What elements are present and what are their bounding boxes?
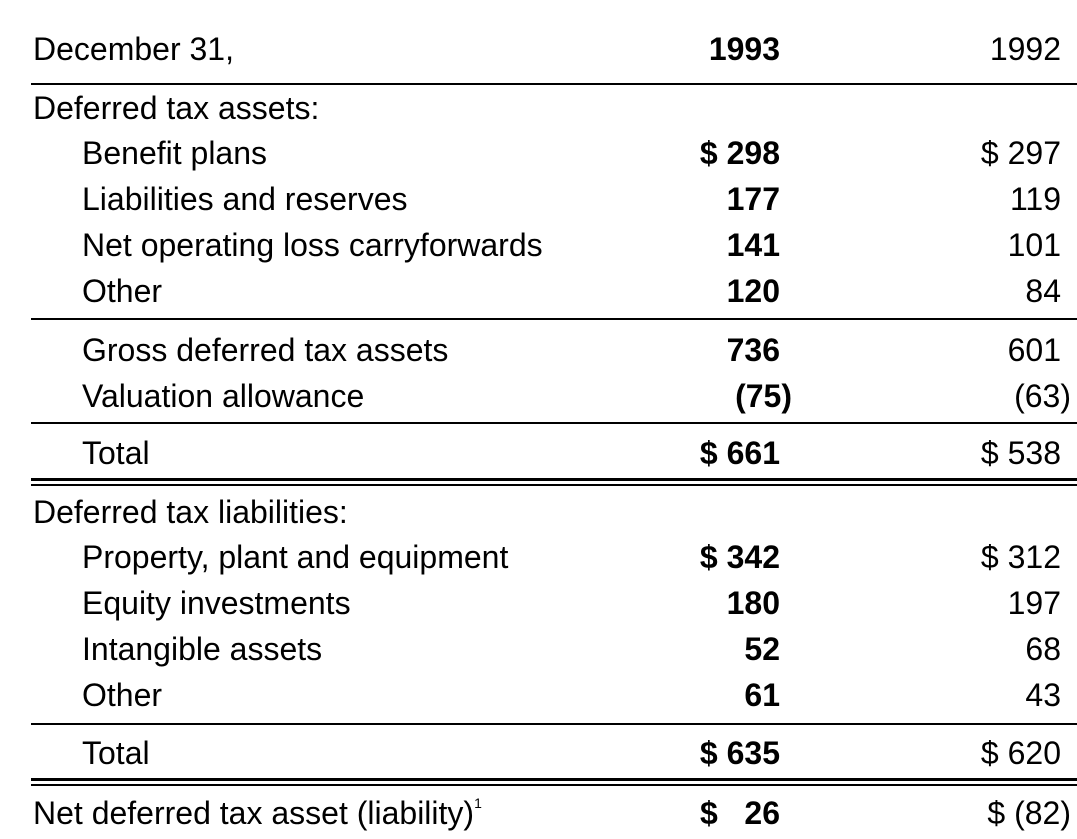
subtotal-rule <box>31 318 1077 320</box>
value-1992: $ 297 <box>980 135 1061 171</box>
value-1993: 52 <box>744 631 780 667</box>
header-1993: 1993 <box>708 31 780 67</box>
footnote-marker: 1 <box>474 795 482 811</box>
table-row: Other 61 43 <box>0 672 1077 718</box>
value-1992: 43 <box>1025 677 1061 713</box>
table-row: Liabilities and reserves 177 119 <box>0 176 1077 222</box>
value-1993: 141 <box>726 227 780 263</box>
value-1992: 119 <box>1009 181 1061 217</box>
table-row: Property, plant and equipment $ 342 $ 31… <box>0 534 1077 580</box>
assets-heading-row: Deferred tax assets: <box>0 85 1077 131</box>
net-row: Net deferred tax asset (liability)1 $ 26… <box>0 790 1077 836</box>
net-label: Net deferred tax asset (liability)1 <box>33 790 482 836</box>
liabilities-total-label: Total <box>82 735 150 771</box>
valuation-1993: (75) <box>735 378 792 414</box>
total-double-rule-upper <box>31 478 1077 481</box>
assets-total-label: Total <box>82 435 150 471</box>
table-row: Intangible assets 52 68 <box>0 626 1077 672</box>
row-label: Other <box>82 677 163 713</box>
assets-heading: Deferred tax assets: <box>33 90 320 126</box>
row-label: Equity investments <box>82 585 351 621</box>
liabilities-subtotal-rule <box>31 723 1077 725</box>
assets-total-1993: $ 661 <box>699 435 780 471</box>
liabilities-total-1992: $ 620 <box>980 735 1061 771</box>
header-1992: 1992 <box>989 31 1061 67</box>
liabilities-double-rule-upper <box>31 778 1077 781</box>
table-row: Net operating loss carryforwards 141 101 <box>0 222 1077 268</box>
total-top-rule <box>31 422 1077 424</box>
table-row: Other 120 84 <box>0 268 1077 314</box>
header-label: December 31, <box>33 31 234 67</box>
value-1992: 68 <box>1025 631 1061 667</box>
value-1993: 61 <box>744 677 780 713</box>
liabilities-double-rule-lower <box>31 784 1077 786</box>
table-row: Benefit plans $ 298 $ 297 <box>0 130 1077 176</box>
value-1993: 180 <box>726 585 780 621</box>
value-1992: 84 <box>1025 273 1061 309</box>
header-rule <box>31 83 1077 85</box>
valuation-label: Valuation allowance <box>82 378 365 414</box>
assets-total-row: Total $ 661 $ 538 <box>0 430 1077 476</box>
row-label: Intangible assets <box>82 631 323 667</box>
value-1992: 101 <box>1007 227 1061 263</box>
gross-label: Gross deferred tax assets <box>82 332 449 368</box>
table-header-row: December 31, 1993 1992 <box>0 26 1077 72</box>
liabilities-heading: Deferred tax liabilities: <box>33 494 348 530</box>
row-label: Net operating loss carryforwards <box>82 227 543 263</box>
net-1993: $ 26 <box>699 795 780 831</box>
liabilities-heading-row: Deferred tax liabilities: <box>0 489 1077 535</box>
valuation-1992: (63) <box>1014 378 1071 414</box>
gross-row: Gross deferred tax assets 736 601 <box>0 327 1077 373</box>
net-1992: $ (82) <box>987 795 1071 831</box>
value-1993: 177 <box>726 181 780 217</box>
gross-1993: 736 <box>726 332 780 368</box>
value-1993: 120 <box>726 273 780 309</box>
value-1993: $ 342 <box>699 539 780 575</box>
table-row: Equity investments 180 197 <box>0 580 1077 626</box>
row-label: Other <box>82 273 163 309</box>
assets-total-1992: $ 538 <box>980 435 1061 471</box>
gross-1992: 601 <box>1007 332 1061 368</box>
row-label: Property, plant and equipment <box>82 539 509 575</box>
value-1992: 197 <box>1007 585 1061 621</box>
total-double-rule-lower <box>31 484 1077 486</box>
valuation-row: Valuation allowance (75) (63) <box>0 373 1077 419</box>
value-1993: $ 298 <box>699 135 780 171</box>
liabilities-total-row: Total $ 635 $ 620 <box>0 730 1077 776</box>
liabilities-total-1993: $ 635 <box>699 735 780 771</box>
value-1992: $ 312 <box>980 539 1061 575</box>
row-label: Benefit plans <box>82 135 268 171</box>
row-label: Liabilities and reserves <box>82 181 408 217</box>
net-label-text: Net deferred tax asset (liability) <box>33 795 475 831</box>
